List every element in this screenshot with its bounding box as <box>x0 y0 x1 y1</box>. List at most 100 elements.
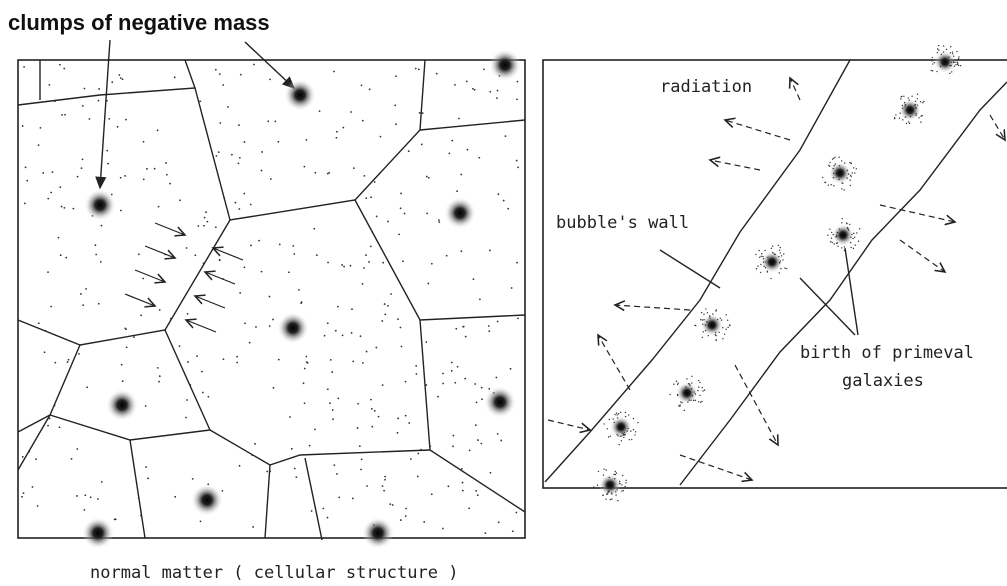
matter-dot <box>438 221 441 224</box>
matter-dot <box>48 83 51 86</box>
matter-dot <box>461 489 464 492</box>
matter-dot <box>381 485 384 488</box>
galaxy-dot <box>621 435 623 437</box>
galaxy-dot <box>610 492 613 494</box>
galaxy-dot <box>720 319 723 321</box>
matter-dot <box>47 271 49 274</box>
matter-dot <box>337 305 339 308</box>
galaxy-dot <box>593 486 595 488</box>
matter-dot <box>475 490 478 492</box>
galaxy-dot <box>764 261 767 263</box>
matter-dot <box>351 308 353 311</box>
galaxy-dot <box>618 482 621 485</box>
matter-dot <box>445 254 448 257</box>
galaxy-dot <box>614 470 616 473</box>
matter-dot <box>516 98 518 101</box>
matter-dot <box>80 167 83 170</box>
galaxy-dot <box>616 433 618 436</box>
matter-dot <box>120 363 123 366</box>
galaxy-dot <box>625 479 627 482</box>
radiation-arrow <box>734 364 778 445</box>
matter-dot <box>464 335 467 338</box>
matter-dot <box>447 485 450 488</box>
negative-mass-clump <box>284 79 316 111</box>
matter-dot <box>363 267 365 269</box>
matter-dot <box>397 417 400 420</box>
galaxy-dot <box>956 50 958 53</box>
matter-dot <box>118 74 121 76</box>
galaxy-dot <box>936 51 939 54</box>
matter-dot <box>238 208 241 210</box>
galaxy-dot <box>828 165 831 167</box>
matter-dot <box>201 391 204 394</box>
galaxy-dot <box>942 51 945 53</box>
matter-dot <box>156 366 159 369</box>
galaxy-dot <box>718 331 720 334</box>
galaxy-dot <box>615 472 618 474</box>
galaxy-dot <box>855 168 858 170</box>
galaxy-dot <box>693 391 695 393</box>
galaxy-dot <box>679 404 681 406</box>
matter-dot <box>98 88 101 90</box>
galaxy-dot <box>758 249 760 252</box>
galaxy-dot <box>617 499 619 502</box>
galaxy-dot <box>852 247 855 250</box>
matter-dot <box>399 326 402 329</box>
galaxy-dot <box>755 253 757 256</box>
matter-dot <box>370 196 372 199</box>
left-panel <box>17 59 526 539</box>
galaxy-dot <box>714 332 717 334</box>
galaxy-dot <box>939 65 942 68</box>
matter-dot <box>384 478 386 481</box>
galaxy-dot <box>848 229 850 231</box>
galaxy-dot <box>622 489 625 492</box>
galaxy-dot <box>701 319 704 321</box>
galaxy-dot <box>914 103 917 106</box>
matter-dot <box>368 88 371 91</box>
radiation-arrow <box>547 419 590 430</box>
matter-dot <box>88 118 91 120</box>
galaxy-dot <box>609 498 612 501</box>
push-arrow <box>186 320 217 333</box>
galaxy-dot <box>931 70 934 72</box>
galaxy-dot <box>617 435 619 437</box>
galaxy-dot <box>766 270 769 273</box>
matter-dot <box>278 243 281 246</box>
galaxy-dot <box>688 399 690 401</box>
matter-dot <box>147 477 150 480</box>
matter-dot <box>397 318 399 321</box>
galaxy-dot <box>833 185 835 187</box>
matter-dot <box>199 100 202 103</box>
matter-dot <box>359 335 362 338</box>
matter-dot <box>489 90 492 93</box>
matter-dot <box>217 151 220 154</box>
matter-dot <box>477 439 479 441</box>
matter-dot <box>373 181 376 183</box>
matter-dot <box>328 171 331 174</box>
matter-dot <box>106 149 109 152</box>
galaxy-dot <box>950 46 952 48</box>
matter-dot <box>313 227 316 230</box>
galaxy-dot <box>755 268 758 270</box>
matter-dot <box>383 303 386 305</box>
matter-dot <box>59 254 62 257</box>
negative-mass-clump <box>362 517 394 549</box>
matter-dot <box>391 504 394 506</box>
matter-dot <box>415 365 418 367</box>
galaxy-dot <box>951 51 954 53</box>
matter-dot <box>28 450 31 453</box>
matter-dot <box>156 129 159 132</box>
matter-dot <box>121 380 124 383</box>
matter-dot <box>140 314 143 317</box>
matter-dot <box>268 295 271 298</box>
galaxy-core <box>899 99 921 121</box>
matter-dot <box>450 369 453 372</box>
matter-dot <box>243 141 246 143</box>
matter-dot <box>366 485 368 487</box>
galaxy-dot <box>681 402 683 404</box>
galaxy-dot <box>893 117 896 119</box>
galaxy-dot <box>843 246 846 248</box>
matter-dot <box>94 244 97 247</box>
galaxy-dot <box>959 64 962 67</box>
